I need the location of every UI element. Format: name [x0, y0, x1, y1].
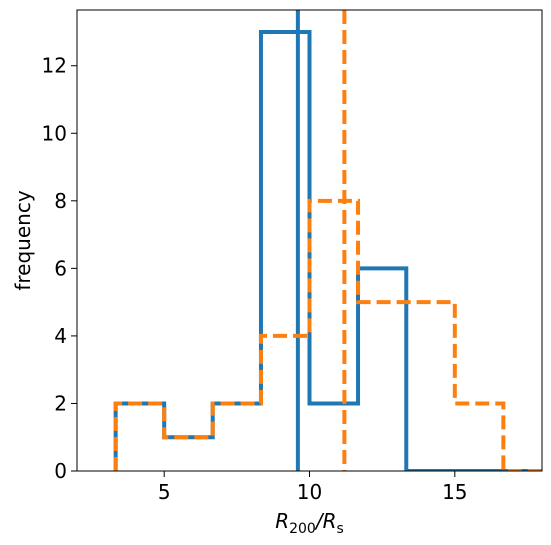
x-tick-label: 5 [158, 480, 171, 504]
y-tick-label: 6 [54, 256, 67, 280]
plot-frame [76, 9, 543, 472]
y-axis-label: frequency [11, 190, 35, 290]
x-tick-label: 15 [442, 480, 467, 504]
histogram-step-series-2 [113, 198, 542, 471]
histogram-step-series-1 [113, 29, 542, 471]
axis-ticks: 5 10 15 0 2 4 6 8 10 12 [42, 54, 468, 504]
y-tick-label: 4 [54, 324, 67, 348]
plot-series [113, 10, 542, 471]
y-tick-label: 8 [54, 189, 67, 213]
y-tick-label: 12 [42, 54, 67, 78]
y-tick-label: 0 [54, 459, 67, 483]
x-tick-label: 10 [297, 480, 322, 504]
y-tick-label: 2 [54, 391, 67, 415]
y-tick-label: 10 [42, 121, 67, 145]
x-axis-label: R200/Rs [275, 509, 344, 537]
